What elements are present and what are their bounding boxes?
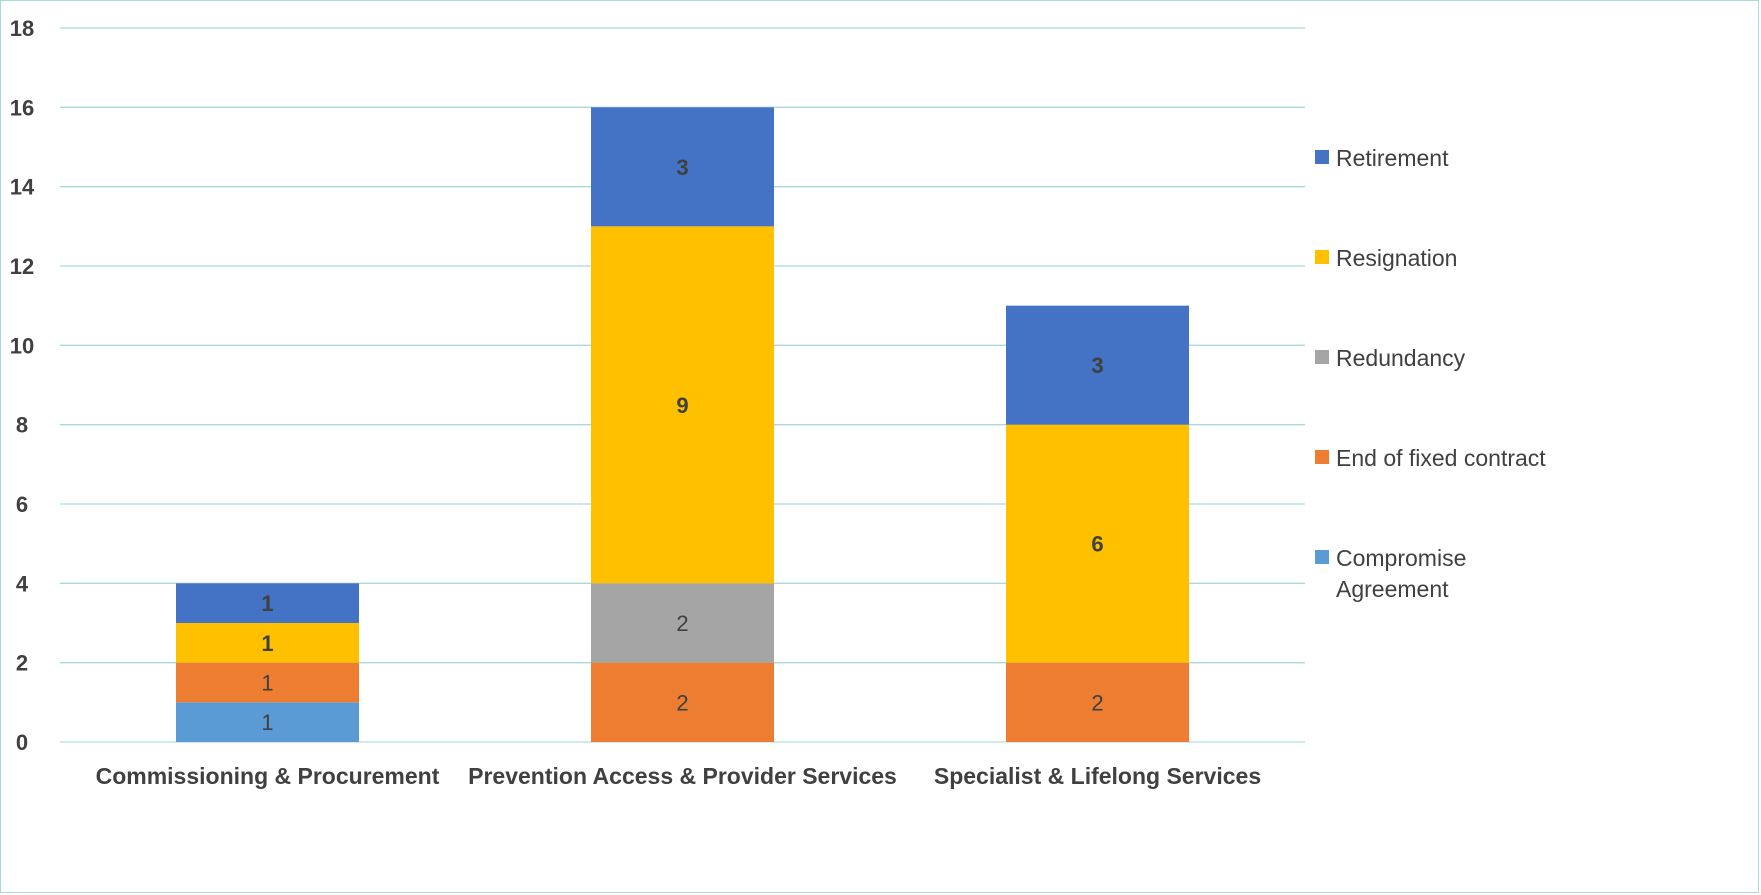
- x-axis: Commissioning & Procurement Prevention Ac…: [96, 763, 1262, 789]
- y-tick-label: 14: [10, 175, 35, 200]
- y-axis: 0 2 4 6 8 10 12 14 16 18: [10, 16, 35, 755]
- bar-segment: [591, 226, 774, 584]
- legend-label: Retirement: [1336, 145, 1449, 171]
- data-label: 1: [261, 671, 273, 696]
- bar-segment: [1006, 662, 1189, 742]
- bar-segment: [176, 583, 359, 623]
- data-label: 3: [676, 155, 688, 180]
- data-label: 3: [1091, 353, 1103, 378]
- y-tick-label: 16: [10, 95, 34, 120]
- bar-segment: [176, 662, 359, 703]
- data-label: 6: [1091, 532, 1103, 557]
- data-label: 2: [676, 690, 688, 715]
- data-label: 1: [261, 631, 273, 656]
- bar-segment: [176, 702, 359, 742]
- data-label: 1: [261, 591, 273, 616]
- bars: 1 1 1 1 2 2 9 3 2 6 3: [176, 107, 1189, 742]
- y-tick-label: 12: [10, 254, 34, 279]
- bar-segment: [591, 107, 774, 227]
- y-tick-label: 2: [16, 651, 28, 676]
- y-tick-label: 10: [10, 333, 34, 358]
- legend-label: End of fixed contract: [1336, 445, 1546, 471]
- y-tick-label: 8: [16, 413, 28, 438]
- legend-label: Redundancy: [1336, 345, 1466, 371]
- bar-segment: [591, 662, 774, 742]
- legend: Retirement Resignation Redundancy End of fi…: [1315, 145, 1546, 602]
- data-label: 2: [1091, 690, 1103, 715]
- x-category-label: Prevention Access & Provider Services: [468, 763, 897, 789]
- legend-swatch: [1315, 350, 1329, 364]
- data-label: 9: [676, 393, 688, 418]
- bar-segment: [591, 583, 774, 663]
- y-tick-label: 0: [16, 730, 28, 755]
- bar-segment: [1006, 424, 1189, 663]
- y-tick-label: 18: [10, 16, 34, 41]
- x-category-label: Commissioning & Procurement: [96, 763, 440, 789]
- legend-swatch: [1315, 150, 1329, 164]
- bar-segment: [1006, 305, 1189, 425]
- legend-swatch: [1315, 450, 1329, 464]
- legend-swatch: [1315, 550, 1329, 564]
- data-label: 2: [676, 611, 688, 636]
- legend-label: Resignation: [1336, 245, 1457, 271]
- x-category-label: Specialist & Lifelong Services: [934, 763, 1261, 789]
- legend-swatch: [1315, 250, 1329, 264]
- legend-label: Compromise Agreement: [1336, 545, 1466, 602]
- y-tick-label: 4: [16, 571, 29, 596]
- data-label: 1: [261, 710, 273, 735]
- y-tick-label: 6: [16, 492, 28, 517]
- bar-segment: [176, 623, 359, 663]
